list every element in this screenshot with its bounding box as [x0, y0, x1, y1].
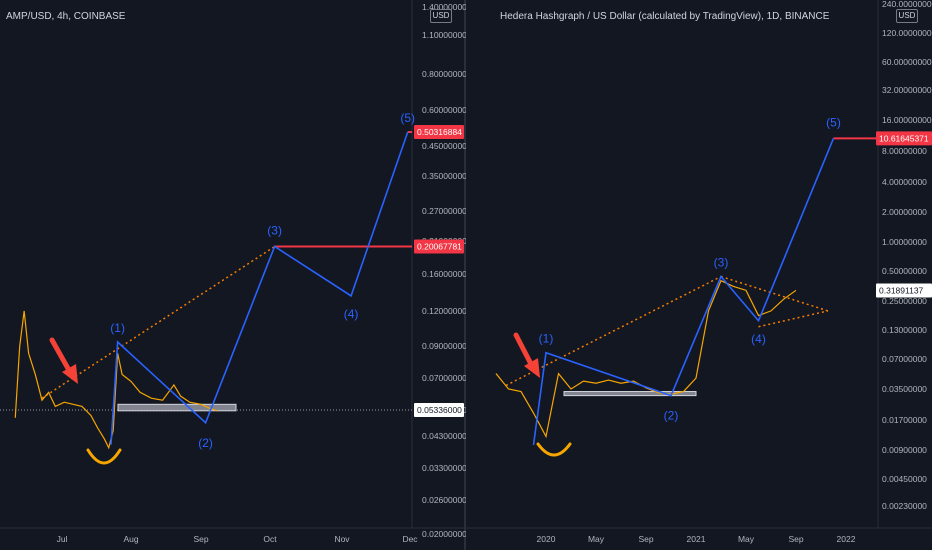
price-line [495, 279, 797, 439]
price-label-box [414, 125, 464, 140]
y-tick-label: 0.00450000 [882, 474, 927, 484]
price-label-text: 10.61645371 [879, 133, 929, 143]
y-tick-label: 60.00000000 [882, 57, 932, 67]
y-tick-label: 0.50000000 [882, 266, 927, 276]
wave-label: (3) [267, 223, 282, 237]
amp-chart-canvas[interactable]: 1.40000000 1.10000000 0.80000000 0.60000000… [0, 0, 466, 550]
y-tick-label: 0.16000000 [422, 269, 466, 279]
arrow-head-icon [524, 358, 540, 378]
y-tick-label: 0.13000000 [882, 325, 927, 335]
wave-label: (5) [400, 111, 415, 125]
x-tick-label: Sep [788, 534, 803, 544]
y-tick-label: 0.03500000 [882, 384, 927, 394]
elliott-wave-path [532, 138, 835, 446]
x-tick-label: Jul [57, 534, 68, 544]
y-tick-label: 0.00230000 [882, 501, 927, 511]
y-tick-label: 1.00000000 [882, 237, 927, 247]
trendline [41, 245, 276, 399]
x-tick-label: 2021 [687, 534, 706, 544]
bottom-smile-icon [536, 442, 572, 457]
x-tick-label: May [588, 534, 605, 544]
wave-label: (1) [110, 321, 125, 335]
hbar-chart-canvas[interactable]: 240.00000000 120.00000000 60.00000000 32.00… [466, 0, 932, 550]
arrow-icon [513, 332, 535, 369]
y-tick-label: 32.00000000 [882, 85, 932, 95]
y-tick-label: 0.03300000 [422, 463, 466, 473]
wave-label: (1) [539, 332, 554, 346]
y-tick-label: 1.10000000 [422, 30, 466, 40]
price-label-box [414, 403, 464, 417]
currency-badge[interactable]: USD [430, 9, 452, 23]
amp-chart-panel[interactable]: 1.40000000 1.10000000 0.80000000 0.60000000… [0, 0, 466, 550]
y-tick-label: 0.27000000 [422, 206, 466, 216]
y-tick-label: 2.00000000 [882, 207, 927, 217]
x-tick-label: Sep [638, 534, 653, 544]
x-tick-label: May [738, 534, 755, 544]
x-tick-label: Dec [402, 534, 418, 544]
y-tick-label: 0.09000000 [422, 341, 466, 351]
y-tick-label: 0.25000000 [882, 296, 927, 306]
y-tick-label: 1.40000000 [422, 2, 466, 12]
x-tick-label: 2020 [537, 534, 556, 544]
y-tick-label: 0.45000000 [422, 141, 466, 151]
y-tick-label: 0.04300000 [422, 431, 466, 441]
y-tick-label: 0.02000000 [422, 529, 466, 539]
wave-label: (2) [198, 436, 213, 450]
price-line [14, 310, 218, 450]
price-label-box [414, 239, 464, 254]
y-tick-label: 0.02600000 [422, 495, 466, 505]
support-zone [563, 391, 697, 397]
y-tick-label: 0.01700000 [882, 415, 927, 425]
trendline-descending [720, 275, 829, 312]
x-tick-label: Nov [334, 534, 350, 544]
arrow-icon [49, 337, 73, 375]
hbar-chart-panel[interactable]: 240.00000000 120.00000000 60.00000000 32.00… [466, 0, 932, 550]
y-tick-label: 0.07000000 [422, 373, 466, 383]
price-label-box [876, 131, 932, 146]
wave-label: (2) [664, 409, 679, 423]
trendline-ascending [758, 310, 829, 328]
y-tick-label: 240.00000000 [882, 0, 932, 9]
wave-label: (3) [714, 256, 729, 270]
bottom-smile-icon [86, 448, 122, 465]
x-tick-label: Sep [193, 534, 208, 544]
y-tick-label: 0.80000000 [422, 69, 466, 79]
wave-label: (4) [344, 307, 359, 321]
y-tick-label: 0.60000000 [422, 105, 466, 115]
wave-label: (4) [751, 332, 766, 346]
x-tick-label: Aug [123, 534, 138, 544]
y-tick-label: 16.00000000 [882, 115, 932, 125]
elliott-wave-path [110, 131, 409, 445]
y-tick-label: 8.00000000 [882, 146, 927, 156]
chart-title: AMP/USD, 4h, COINBASE [6, 11, 126, 22]
y-tick-label: 0.00900000 [882, 445, 927, 455]
price-label-text: 0.05336000 [417, 405, 462, 415]
price-label-text: 0.31891137 [879, 285, 924, 295]
y-tick-label: 4.00000000 [882, 177, 927, 187]
chart-title: Hedera Hashgraph / US Dollar (calculated… [500, 11, 830, 22]
x-tick-label: 2022 [837, 534, 856, 544]
arrow-head-icon [62, 364, 78, 384]
price-label-text: 0.20067781 [417, 242, 462, 252]
wave-label: (5) [826, 115, 841, 129]
price-label-text: 0.50316884 [417, 127, 462, 137]
panel-divider [464, 0, 466, 550]
y-tick-label: 0.07000000 [882, 354, 927, 364]
y-tick-label: 0.12000000 [422, 306, 466, 316]
price-label-box [876, 283, 932, 298]
currency-badge[interactable]: USD [896, 9, 918, 23]
y-tick-label: 0.35000000 [422, 171, 466, 181]
trendline-upper [505, 275, 722, 387]
support-zone [117, 403, 237, 412]
x-tick-label: Oct [263, 534, 277, 544]
y-tick-label: 120.00000000 [882, 28, 932, 38]
